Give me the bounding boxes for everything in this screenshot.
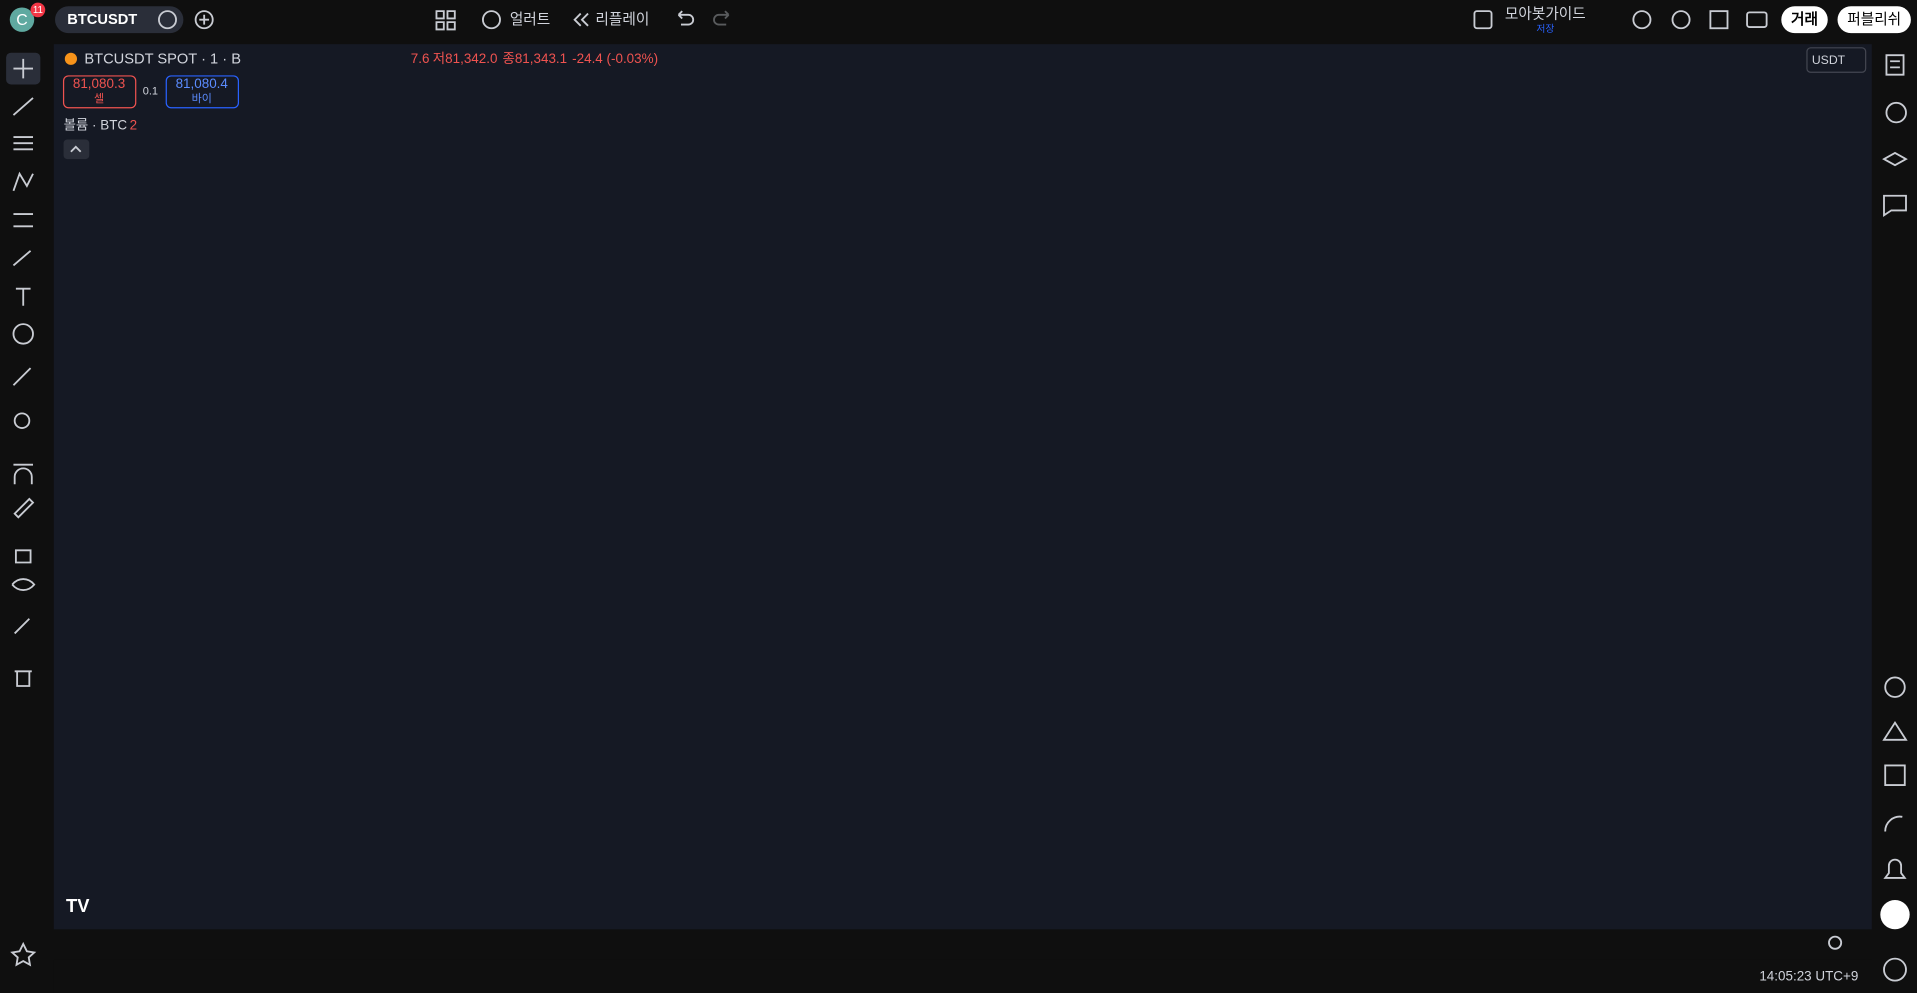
icon xyxy=(158,10,177,30)
settings-icon[interactable] xyxy=(1671,10,1691,30)
help-button[interactable] xyxy=(1883,957,1907,982)
add-compare[interactable] xyxy=(194,10,214,30)
volume-legend: 볼륨 · BTC xyxy=(64,118,128,133)
redo[interactable] xyxy=(713,10,730,26)
right-panel-icons[interactable] xyxy=(1882,676,1908,879)
avatar-letter: C xyxy=(16,12,27,29)
currency: USDT xyxy=(1812,53,1846,67)
layout-status: 저장 xyxy=(1536,23,1554,35)
buy-button[interactable] xyxy=(165,75,240,109)
chart-pane xyxy=(53,44,1872,930)
layout-icon[interactable] xyxy=(435,10,456,31)
search-icon[interactable] xyxy=(1632,10,1652,30)
legend-close: 종81,343.1 xyxy=(502,51,567,66)
undo[interactable] xyxy=(677,10,695,26)
alert[interactable]: 얼러트 xyxy=(510,11,550,28)
legend-value: 7.6 xyxy=(411,51,430,66)
legend-title: BTCUSDT SPOT · 1 · B xyxy=(84,51,241,67)
favorites[interactable] xyxy=(10,941,37,967)
trade: 거래 xyxy=(1791,11,1818,28)
avatar-badge xyxy=(30,2,46,18)
icon xyxy=(199,14,210,25)
bottom-bar xyxy=(53,959,1872,993)
sell-button[interactable] xyxy=(62,75,137,109)
coin-icon xyxy=(64,52,78,65)
legend-low: 저81,342.0 xyxy=(433,51,498,66)
layout-checkbox[interactable] xyxy=(1473,10,1493,30)
symbol-search[interactable] xyxy=(55,6,184,34)
sell-label: 셀 xyxy=(94,92,104,105)
icon xyxy=(70,145,82,153)
screenshot-icon[interactable] xyxy=(1746,11,1768,28)
publish-button[interactable] xyxy=(1837,6,1911,34)
avatar[interactable] xyxy=(9,7,35,32)
replay-icon xyxy=(573,12,589,27)
collapse-legend[interactable] xyxy=(63,139,90,160)
avatar-badge-text: 11 xyxy=(33,5,43,16)
trade-button[interactable] xyxy=(1781,6,1828,34)
buy-price: 81,080.4 xyxy=(176,76,229,91)
volume-value: 2 xyxy=(130,118,137,133)
apps-button[interactable] xyxy=(1880,899,1910,930)
alert-icon[interactable] xyxy=(482,10,501,30)
buy-label: 바이 xyxy=(192,92,212,105)
logo: TV xyxy=(66,895,90,916)
sell-price: 81,080.3 xyxy=(73,76,125,91)
fullscreen-icon[interactable] xyxy=(1709,10,1729,30)
symbol: BTCUSDT xyxy=(67,12,137,28)
right-panel-icons[interactable] xyxy=(1882,54,1908,218)
tool-icons[interactable] xyxy=(11,467,36,687)
emoji-tool[interactable] xyxy=(12,323,34,345)
legend-change: -24.4 (-0.03%) xyxy=(572,51,658,66)
drawing-tools[interactable] xyxy=(12,97,34,466)
clock: 14:05:23 UTC+9 xyxy=(1759,969,1858,984)
publish: 퍼블리쉬 xyxy=(1847,11,1901,28)
replay[interactable]: 리플레이 xyxy=(595,11,649,28)
currency-selector[interactable] xyxy=(1806,47,1867,73)
spread: 0.1 xyxy=(143,86,158,98)
crosshair-tool[interactable] xyxy=(13,58,34,79)
zoom-tool[interactable] xyxy=(13,412,31,429)
layout-name[interactable]: 모아봇가이드 xyxy=(1505,6,1586,23)
axis-settings[interactable] xyxy=(1828,935,1843,950)
